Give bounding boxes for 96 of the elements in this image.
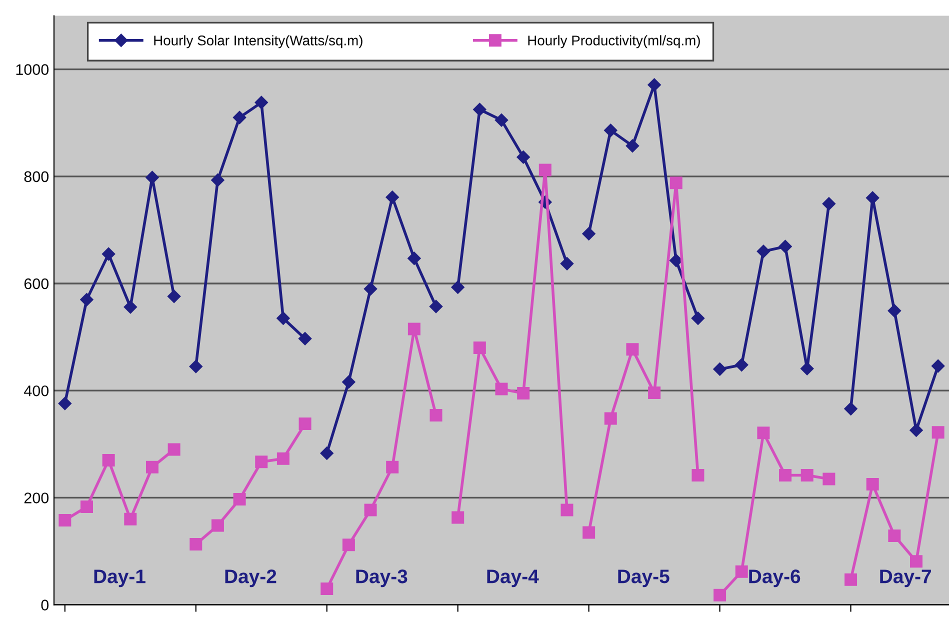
annotation: Day-3 [356,570,408,588]
point [538,164,552,176]
point [822,472,836,486]
point [58,396,72,410]
point [342,375,356,389]
point [931,359,945,373]
point [167,290,181,303]
y-tick-label: 0 [41,600,49,610]
point [58,514,72,526]
point [189,360,202,374]
point [168,443,180,456]
point [473,102,486,116]
point [800,468,814,482]
point [604,124,618,137]
point [298,332,312,346]
point [778,240,792,254]
point [495,382,508,396]
point [844,573,858,586]
point [757,426,770,440]
point [714,588,726,602]
legend-label: Hourly Productivity(ml/sq.m) [528,35,700,48]
point [866,478,879,491]
point [648,386,661,399]
point [516,150,530,164]
legend-label: Hourly Solar Intensity(Watts/sq.m) [154,35,362,48]
point [756,244,770,258]
point [517,387,530,400]
point [560,257,574,270]
point [190,538,202,551]
point [276,312,290,325]
y-tick-label: 600 [24,278,49,290]
point [735,358,748,372]
point [626,343,639,356]
annotation: Day-7 [880,570,931,588]
point [102,454,115,466]
point [670,176,682,190]
point [713,362,726,376]
annotation: Day-1 [94,570,146,588]
y-tick-label: 200 [24,492,49,504]
point [146,170,159,184]
point [452,511,464,524]
point [604,412,617,425]
point [735,565,748,578]
point [844,402,858,416]
point [80,292,94,306]
point [233,493,246,506]
point [888,529,901,542]
point [626,139,640,152]
point [648,78,661,92]
y-tick-label: 1000 [16,64,49,75]
point [386,460,399,474]
point [429,300,443,314]
point [692,468,704,482]
point [298,418,312,430]
point [320,582,334,595]
point [691,312,705,325]
y-tick-label: 800 [24,171,49,182]
point [386,190,399,204]
point [364,504,377,516]
point [494,114,508,127]
point [670,254,683,268]
point [473,342,486,354]
point [255,456,268,468]
annotation: Day-4 [487,570,539,588]
point [800,362,814,376]
point [124,512,137,526]
point [910,424,923,437]
point [888,304,902,318]
point [124,300,137,314]
point [560,504,574,516]
point [342,538,355,552]
point [146,460,158,474]
point [211,174,224,187]
point [910,555,923,568]
point [80,500,93,514]
point [582,227,596,240]
point [320,446,334,460]
point [451,280,464,294]
point [932,426,944,439]
annotation: Day-6 [749,570,800,588]
point [211,519,224,532]
point [430,408,442,422]
point [408,252,421,265]
point [582,526,596,539]
annotation: Day-5 [618,570,670,588]
point [866,191,880,204]
point [254,96,268,110]
point [276,452,290,465]
point [232,110,246,124]
point [779,468,792,482]
y-tick-label: 400 [24,385,49,396]
point [102,247,116,261]
point [408,322,420,336]
point [364,282,378,296]
point [822,197,836,210]
annotation: Day-2 [225,570,276,588]
